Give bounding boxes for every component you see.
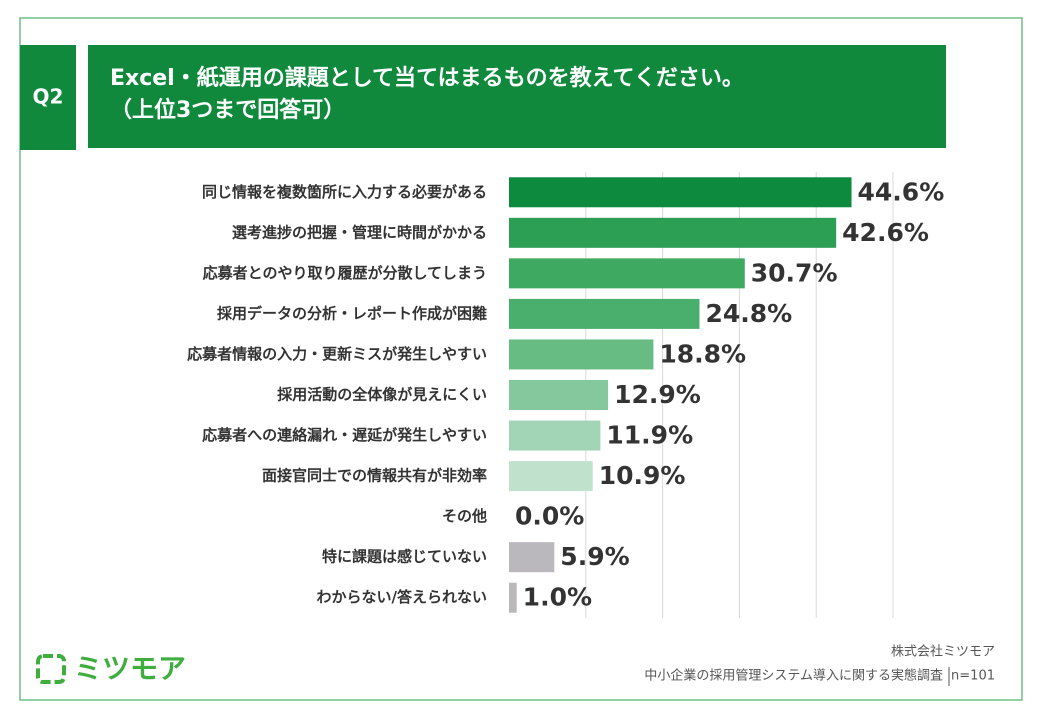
bar [509,339,654,370]
category-label: 面接官同士での情報共有が非効率 [262,467,487,485]
value-label: 0.0% [515,502,584,531]
question-label: Q2 [33,85,64,109]
title-line: Excel・紙運用の課題として当てはまるものを教えてください。 [110,65,744,91]
value-label: 5.9% [560,542,629,571]
category-label: 選考進捗の把握・管理に時間がかかる [232,223,487,241]
value-label: 10.9% [599,461,686,490]
logo-icon [36,654,66,684]
category-label: わからない/答えられない [317,588,487,606]
value-label: 42.6% [842,218,929,247]
source-survey: 中小企業の採用管理システム導入に関する実態調査 [644,668,943,684]
category-label: 応募者への連絡漏れ・遅延が発生しやすい [202,426,487,444]
bar [509,177,852,208]
category-label: 応募者情報の入力・更新ミスが発生しやすい [187,345,487,363]
sample-size: n=101 [951,669,995,684]
category-label: 採用データの分析・レポート作成が困難 [217,304,487,322]
value-label: 11.9% [606,421,693,450]
bar [509,542,555,573]
question-box [20,45,76,150]
category-label: 特に課題は感じていない [322,548,487,566]
value-label: 1.0% [523,583,592,612]
value-label: 12.9% [614,380,701,409]
title-box [88,45,946,148]
value-label: 30.7% [751,258,838,287]
bar [509,217,837,248]
source-company: 株式会社ミツモア [891,644,995,660]
value-label: 24.8% [705,299,792,328]
category-label: その他 [442,507,487,525]
frame [19,17,1023,701]
logo-text: ミツモア [74,652,186,685]
bar [509,582,517,613]
bar [509,420,601,451]
bar [509,380,609,410]
bar [509,298,700,329]
value-label: 18.8% [659,339,746,368]
bar [509,258,745,289]
category-label: 採用活動の全体像が見えにくい [277,386,487,404]
logo: ミツモア [36,652,186,685]
title-line: （上位3つまで回答可） [110,97,345,123]
bar [509,461,593,492]
value-label: 44.6% [858,177,945,206]
category-label: 同じ情報を複数箇所に入力する必要がある [202,183,487,201]
category-label: 応募者とのやり取り履歴が分散してしまう [203,264,487,282]
